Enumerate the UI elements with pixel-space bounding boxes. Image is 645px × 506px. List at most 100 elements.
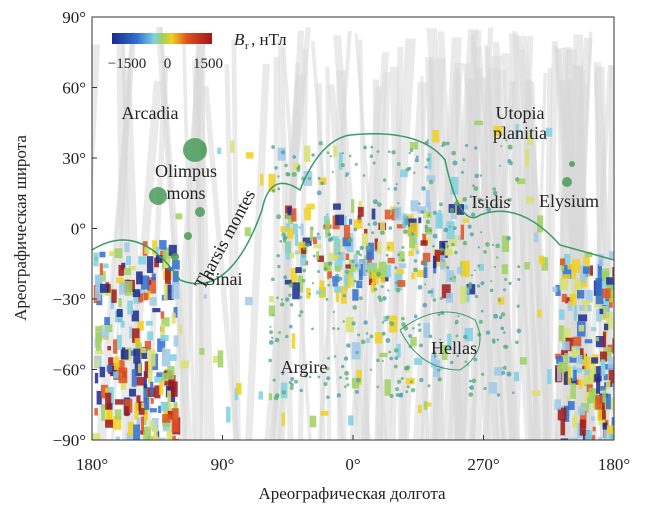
surface-dot — [281, 372, 285, 376]
field-patch — [339, 152, 343, 170]
surface-dot — [425, 219, 431, 225]
field-patch — [173, 335, 179, 347]
surface-dot — [343, 356, 349, 361]
field-patch — [466, 284, 476, 295]
field-patch — [597, 402, 603, 421]
field-patch — [144, 397, 150, 410]
field-patch — [440, 255, 446, 270]
surface-dot — [485, 242, 490, 247]
surface-dot — [427, 384, 431, 388]
surface-dot — [271, 314, 274, 317]
field-patch — [564, 353, 569, 371]
field-patch — [135, 343, 141, 348]
field-patch — [122, 268, 132, 276]
field-patch — [572, 266, 576, 280]
x-axis-title: Ареографическая долгота — [258, 484, 446, 503]
field-patch — [95, 276, 103, 291]
field-patch — [164, 380, 172, 386]
field-patch — [608, 369, 614, 384]
field-patch — [136, 377, 145, 386]
field-patch — [143, 426, 152, 440]
surface-dot — [376, 150, 380, 153]
surface-dot — [394, 281, 398, 285]
field-patch — [160, 401, 169, 412]
field-patch — [567, 401, 575, 410]
surface-dot — [397, 201, 400, 205]
field-patch — [597, 264, 602, 281]
field-patch — [163, 408, 171, 415]
field-patch — [160, 324, 166, 340]
field-patch — [422, 252, 431, 262]
field-patch — [348, 259, 356, 272]
field-patch — [153, 427, 158, 440]
field-patch — [572, 349, 581, 355]
surface-dot — [432, 244, 435, 248]
field-patch — [524, 261, 530, 270]
surface-dot — [329, 155, 333, 158]
surface-dot — [474, 294, 479, 299]
field-patch — [244, 297, 253, 306]
surface-dot — [277, 187, 281, 191]
field-patch — [171, 281, 180, 300]
field-patch — [595, 336, 605, 348]
field-patch — [217, 147, 222, 155]
surface-dot — [424, 165, 428, 169]
surface-dot — [274, 393, 280, 398]
surface-dot — [317, 270, 321, 274]
orbit-track — [372, 79, 384, 440]
field-patch — [166, 429, 173, 440]
field-patch — [143, 371, 147, 389]
surface-dot — [385, 253, 389, 257]
surface-dot — [442, 259, 445, 262]
field-patch — [583, 256, 590, 267]
volcano — [569, 161, 575, 167]
field-patch — [164, 268, 171, 285]
field-patch — [118, 367, 128, 384]
surface-dot — [352, 305, 358, 310]
field-patch — [151, 273, 156, 281]
surface-dot — [440, 247, 444, 252]
surface-dot — [515, 340, 519, 345]
surface-dot — [347, 237, 353, 243]
field-patch — [171, 408, 179, 422]
region-label: Arcadia — [122, 103, 179, 123]
surface-dot — [439, 338, 442, 341]
field-patch — [167, 266, 173, 272]
surface-dot — [432, 351, 437, 355]
field-patch — [134, 402, 139, 420]
field-patch — [162, 247, 171, 264]
surface-dot — [499, 164, 502, 167]
surface-dot — [276, 214, 282, 220]
orbit-track — [485, 46, 505, 440]
surface-dot — [298, 313, 302, 318]
field-patch — [297, 275, 304, 293]
field-patch — [572, 415, 578, 428]
surface-dot — [371, 231, 375, 235]
field-patch — [95, 326, 102, 331]
field-patch — [150, 435, 159, 440]
surface-dot — [429, 229, 433, 232]
field-patch — [199, 348, 205, 355]
field-patch — [527, 133, 533, 146]
surface-dot — [418, 202, 421, 205]
surface-dot — [359, 217, 362, 221]
field-patch — [335, 214, 344, 226]
surface-dot — [276, 296, 279, 300]
surface-dot — [362, 174, 366, 177]
surface-dot — [369, 334, 374, 339]
field-patch — [579, 348, 584, 360]
surface-dot — [376, 385, 380, 389]
field-patch — [161, 372, 169, 382]
surface-dot — [439, 296, 443, 301]
surface-dot — [382, 178, 387, 182]
field-patch — [128, 421, 134, 436]
surface-dot — [305, 242, 310, 247]
orbit-track — [182, 43, 196, 440]
field-patch — [277, 147, 286, 161]
field-patch — [104, 317, 110, 325]
surface-dot — [449, 277, 453, 281]
volcano — [562, 177, 572, 187]
field-patch — [602, 331, 607, 348]
surface-dot — [466, 292, 470, 296]
